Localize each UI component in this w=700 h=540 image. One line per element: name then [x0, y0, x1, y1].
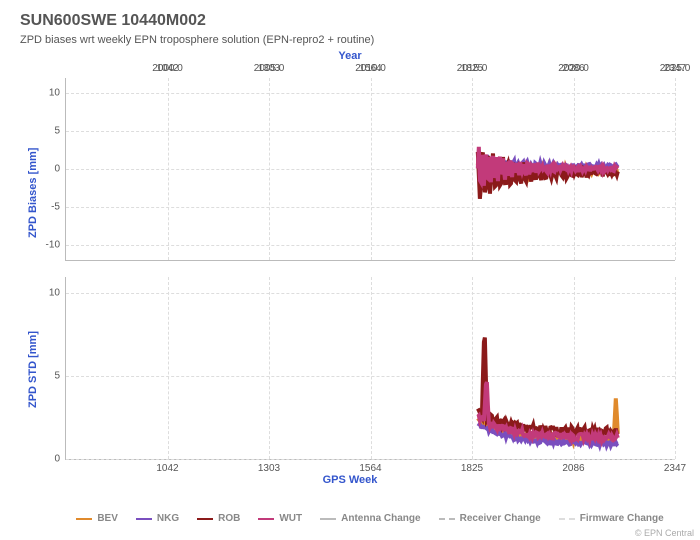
- legend-label: NKG: [157, 513, 179, 524]
- legend-label: ROB: [218, 513, 240, 524]
- legend-item-firmware-change[interactable]: Firmware Change: [559, 513, 664, 524]
- legend-swatch: [320, 518, 336, 520]
- legend-swatch: [76, 518, 92, 520]
- legend: BEV NKG ROB WUT Antenna Change Receiver Chang…: [65, 513, 675, 524]
- legend-item-wut[interactable]: WUT: [258, 513, 302, 524]
- plot-std: [66, 277, 675, 459]
- panel-biases: -10-50510 2000.02005.02010.02015.02020.0…: [65, 78, 675, 261]
- chart-title: SUN600SWE 10440M002: [20, 12, 206, 30]
- y-label-std: ZPD STD [mm]: [27, 331, 39, 408]
- legend-item-bev[interactable]: BEV: [76, 513, 118, 524]
- plot-biases: [66, 78, 675, 260]
- legend-item-antenna-change[interactable]: Antenna Change: [320, 513, 420, 524]
- copyright: © EPN Central: [635, 528, 694, 538]
- legend-item-receiver-change[interactable]: Receiver Change: [439, 513, 541, 524]
- series-rob-std: [478, 337, 618, 435]
- legend-label: Receiver Change: [460, 513, 541, 524]
- chart-subtitle: ZPD biases wrt weekly EPN troposphere so…: [20, 34, 374, 46]
- legend-swatch: [136, 518, 152, 520]
- legend-swatch: [197, 518, 213, 520]
- legend-swatch: [258, 518, 274, 520]
- chart-container: SUN600SWE 10440M002 ZPD biases wrt weekl…: [0, 0, 700, 540]
- legend-swatch: [559, 518, 575, 520]
- legend-label: Antenna Change: [341, 513, 420, 524]
- legend-label: WUT: [279, 513, 302, 524]
- legend-swatch: [439, 518, 455, 520]
- legend-item-rob[interactable]: ROB: [197, 513, 240, 524]
- top-axis-label: Year: [0, 50, 700, 62]
- legend-item-nkg[interactable]: NKG: [136, 513, 179, 524]
- legend-label: Firmware Change: [580, 513, 664, 524]
- plot-area: -10-50510 2000.02005.02010.02015.02020.0…: [65, 78, 675, 460]
- legend-label: BEV: [97, 513, 118, 524]
- bottom-axis-label: GPS Week: [0, 474, 700, 486]
- y-label-biases: ZPD Biases [mm]: [27, 148, 39, 238]
- series-wut-bias: [478, 147, 618, 186]
- panel-std: 0510 104213031564182520862347: [65, 277, 675, 460]
